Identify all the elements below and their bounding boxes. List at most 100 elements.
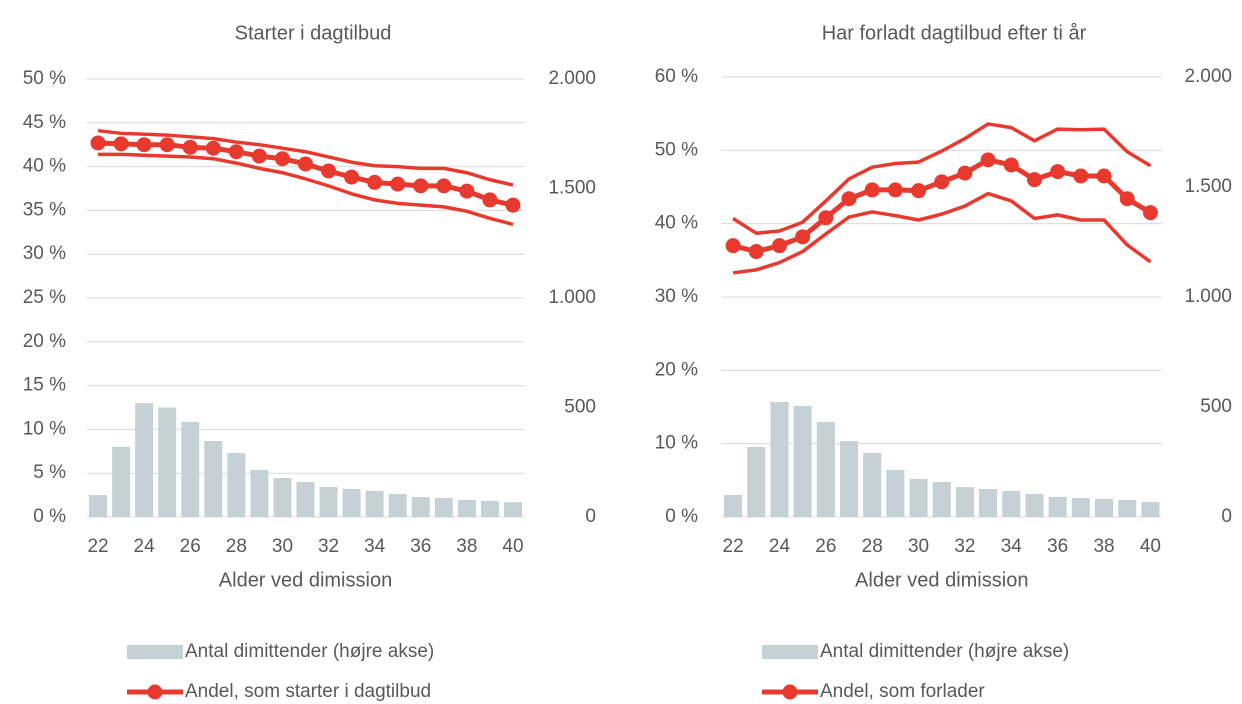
line [97, 128, 514, 187]
y2-tick-label: 0 [585, 506, 596, 527]
marker [505, 197, 521, 213]
line [98, 152, 514, 227]
x-tick-label: 30 [272, 536, 293, 557]
x-tick-label: 40 [1140, 536, 1161, 557]
legend-label: Andel, som forlader [820, 681, 985, 702]
x-axis-label: Alder ved dimission [855, 569, 1028, 591]
legend-label: Andel, som starter i dagtilbud [185, 681, 431, 702]
bar [480, 501, 499, 517]
y2-tick-label: 0 [1221, 506, 1232, 527]
bar [932, 482, 951, 517]
chart-title: Har forladt dagtilbud efter ti år [822, 22, 1087, 44]
y-tick-label: 20 % [655, 359, 698, 380]
bar [227, 453, 246, 517]
bar [793, 405, 812, 517]
bar [89, 495, 108, 517]
y-tick-label: 40 % [655, 213, 698, 234]
marker [795, 229, 811, 245]
x-tick-label: 28 [226, 536, 247, 557]
x-tick-label: 38 [1093, 536, 1114, 557]
marker [113, 136, 129, 152]
bar [250, 469, 269, 517]
x-tick-label: 36 [1047, 536, 1068, 557]
y2-tick-label: 2.000 [1184, 66, 1232, 87]
marker [771, 238, 787, 254]
y-tick-label: 0 % [665, 506, 698, 527]
bar [955, 487, 974, 517]
marker [413, 178, 429, 194]
line [732, 191, 1152, 275]
marker [934, 174, 950, 190]
marker [182, 139, 198, 155]
bar [1048, 496, 1067, 517]
marker [390, 176, 406, 192]
marker [321, 163, 337, 179]
bar [1025, 493, 1044, 517]
marker [274, 151, 290, 167]
marker [136, 137, 152, 153]
y2-tick-label: 2.000 [548, 68, 596, 89]
x-tick-label: 22 [87, 536, 108, 557]
x-tick-label: 32 [954, 536, 975, 557]
marker [748, 244, 764, 260]
legend-swatch [762, 645, 818, 659]
x-tick-label: 26 [180, 536, 201, 557]
marker [818, 210, 834, 226]
marker [459, 183, 475, 199]
bar [158, 407, 177, 517]
marker [980, 152, 996, 168]
x-tick-label: 34 [1001, 536, 1023, 557]
y2-tick-label: 1.500 [1184, 176, 1232, 197]
marker [1003, 157, 1019, 173]
y-tick-label: 45 % [23, 112, 66, 133]
y-tick-label: 10 % [655, 433, 698, 454]
marker [1119, 191, 1135, 207]
x-tick-label: 24 [769, 536, 791, 557]
x-tick-label: 26 [815, 536, 836, 557]
bar [342, 488, 361, 517]
marker [436, 178, 452, 194]
bar [747, 447, 766, 517]
y2-tick-label: 1.500 [548, 178, 596, 199]
y-tick-label: 35 % [23, 199, 66, 220]
y-tick-label: 50 % [655, 139, 698, 160]
bar [1094, 498, 1114, 517]
x-tick-label: 32 [318, 536, 339, 557]
bar [112, 446, 131, 517]
x-tick-label: 40 [502, 536, 523, 557]
y2-tick-label: 1.000 [548, 287, 596, 308]
marker [911, 183, 927, 199]
marker [228, 144, 244, 160]
x-tick-label: 22 [723, 536, 744, 557]
legend-marker [147, 684, 163, 700]
y-tick-label: 10 % [23, 418, 66, 439]
bar [388, 494, 407, 517]
y2-tick-label: 500 [564, 397, 596, 418]
y-tick-label: 25 % [23, 287, 66, 308]
x-tick-label: 34 [364, 536, 386, 557]
bar [503, 502, 522, 517]
legend-marker [782, 684, 798, 700]
marker [864, 182, 880, 198]
x-tick-label: 38 [456, 536, 477, 557]
legend-label: Antal dimittender (højre akse) [820, 641, 1069, 662]
y-tick-label: 30 % [655, 286, 698, 307]
bar [839, 441, 859, 517]
marker [887, 182, 903, 198]
bar [724, 495, 743, 517]
marker [159, 137, 175, 153]
bar [411, 497, 430, 517]
marker [90, 135, 106, 151]
bar [296, 481, 315, 517]
y-tick-label: 20 % [23, 331, 66, 352]
y-tick-label: 0 % [33, 506, 66, 527]
x-tick-label: 30 [908, 536, 929, 557]
bar [1141, 502, 1160, 517]
legend-label: Antal dimittender (højre akse) [185, 641, 434, 662]
marker [1073, 168, 1089, 184]
marker [298, 156, 313, 172]
x-axis-label: Alder ved dimission [219, 569, 392, 591]
chart-title: Starter i dagtilbud [235, 22, 392, 44]
y2-tick-label: 1.000 [1184, 286, 1232, 307]
